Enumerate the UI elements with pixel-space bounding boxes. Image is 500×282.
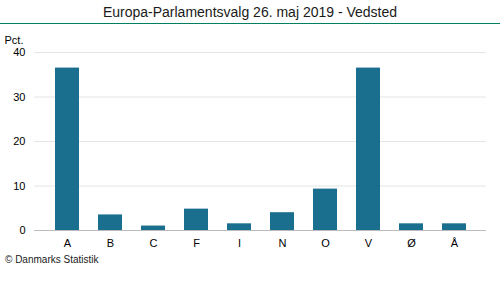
svg-text:10: 10 [13, 180, 25, 192]
svg-text:Å: Å [451, 237, 459, 249]
svg-text:30: 30 [13, 91, 25, 103]
svg-text:B: B [107, 237, 114, 249]
svg-text:Pct.: Pct. [5, 34, 24, 46]
svg-text:V: V [365, 237, 373, 249]
svg-text:20: 20 [13, 135, 25, 147]
svg-text:0: 0 [19, 224, 25, 236]
svg-text:F: F [193, 237, 200, 249]
html-text:© Danmarks Statistik: © Danmarks Statistik [5, 254, 99, 265]
svg-text:O: O [321, 237, 330, 249]
svg-text:40: 40 [13, 46, 25, 58]
svg-text:C: C [150, 237, 158, 249]
svg-text:I: I [238, 237, 241, 249]
svg-text:A: A [64, 237, 72, 249]
svg-text:Ø: Ø [407, 237, 416, 249]
svg-text:N: N [279, 237, 287, 249]
html-text:Europa-Parlamentsvalg 26. maj: Europa-Parlamentsvalg 26. maj 2019 - Ved… [102, 4, 398, 20]
